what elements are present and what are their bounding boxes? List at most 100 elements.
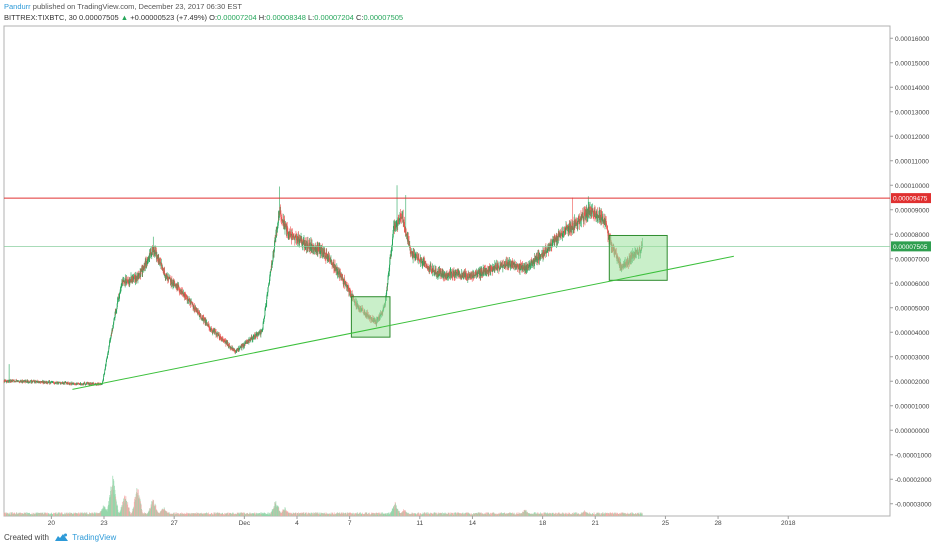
candle-body bbox=[56, 382, 58, 384]
candle-body bbox=[582, 213, 584, 218]
candle-body bbox=[24, 381, 25, 382]
candle-body bbox=[482, 274, 483, 275]
candle-body bbox=[451, 272, 452, 278]
candle-body bbox=[25, 380, 27, 382]
candle-body bbox=[16, 380, 18, 382]
candle-body bbox=[13, 380, 15, 381]
candle-body bbox=[521, 265, 522, 268]
candle-body bbox=[323, 252, 325, 254]
candle-body bbox=[252, 336, 254, 338]
candle-body bbox=[492, 266, 494, 269]
change-text: +0.00000523 (+7.49%) bbox=[130, 13, 208, 22]
candle-body bbox=[193, 306, 195, 309]
candle-body bbox=[75, 383, 77, 385]
candle-body bbox=[95, 383, 97, 384]
candle-body bbox=[543, 252, 545, 256]
candle-body bbox=[7, 381, 8, 383]
candle-body bbox=[85, 384, 87, 385]
candle-body bbox=[456, 271, 458, 273]
candle-body bbox=[118, 297, 119, 299]
candle-body bbox=[328, 257, 330, 259]
candle-body bbox=[20, 381, 22, 382]
candle-body bbox=[271, 263, 273, 265]
candle-body bbox=[558, 233, 560, 235]
candle-body bbox=[145, 260, 146, 263]
candle-body bbox=[274, 240, 276, 246]
candle-body bbox=[344, 284, 346, 286]
candle-body bbox=[299, 239, 301, 241]
candle-body bbox=[334, 264, 335, 270]
candle-body bbox=[222, 338, 223, 340]
candle-body bbox=[40, 381, 42, 383]
candle-body bbox=[560, 229, 562, 238]
candle-body bbox=[390, 258, 391, 259]
candle-body bbox=[349, 290, 351, 293]
candle-body bbox=[209, 329, 211, 331]
candle-body bbox=[407, 234, 408, 243]
candle-body bbox=[393, 224, 395, 226]
candle-body bbox=[52, 381, 54, 383]
candle-body bbox=[291, 233, 293, 237]
candle-body bbox=[134, 276, 135, 280]
candle-body bbox=[87, 382, 88, 384]
candle-body bbox=[336, 267, 337, 271]
candle-body bbox=[238, 348, 239, 350]
candle-body bbox=[443, 273, 445, 277]
candle-body bbox=[21, 380, 22, 382]
candle-body bbox=[278, 215, 280, 218]
candle-body bbox=[544, 252, 545, 254]
candle-body bbox=[498, 268, 500, 270]
candle-body bbox=[110, 334, 112, 339]
candle-body bbox=[75, 384, 76, 385]
candle-body bbox=[493, 268, 494, 270]
candle-body bbox=[51, 381, 53, 383]
candle-body bbox=[280, 210, 281, 215]
candle-body bbox=[282, 221, 284, 225]
candle-body bbox=[510, 264, 511, 266]
candle-body bbox=[580, 216, 582, 221]
candle-body bbox=[286, 227, 288, 232]
volume-bar bbox=[486, 512, 488, 516]
candle-body bbox=[106, 358, 108, 359]
candle-body bbox=[420, 258, 422, 259]
low-value: 0.00007204 bbox=[314, 13, 354, 22]
candle-body bbox=[129, 281, 130, 283]
candle-body bbox=[146, 261, 148, 265]
candle-body bbox=[464, 272, 466, 278]
candle-body bbox=[6, 381, 7, 383]
candle-body bbox=[402, 216, 404, 223]
candle-body bbox=[552, 240, 554, 243]
volume-bar bbox=[350, 512, 352, 516]
candle-body bbox=[165, 275, 167, 276]
candle-body bbox=[526, 265, 528, 268]
candle-body bbox=[50, 382, 52, 383]
author-link[interactable]: Pandurr bbox=[4, 2, 31, 11]
candle-body bbox=[228, 344, 230, 347]
candle-body bbox=[126, 280, 128, 282]
candle-body bbox=[148, 257, 150, 258]
candle-body bbox=[419, 260, 421, 262]
candle-body bbox=[416, 254, 417, 255]
candle-body bbox=[320, 252, 321, 254]
volume-bar bbox=[311, 512, 313, 516]
candle-body bbox=[40, 382, 42, 384]
candle-body bbox=[485, 271, 487, 274]
candle-body bbox=[425, 262, 427, 264]
candle-body bbox=[459, 273, 460, 277]
candle-body bbox=[498, 266, 499, 269]
candle-body bbox=[270, 271, 271, 276]
candle-body bbox=[60, 382, 62, 384]
candle-body bbox=[563, 230, 565, 232]
candle-body bbox=[564, 233, 566, 234]
candle-body bbox=[106, 357, 108, 359]
candle-body bbox=[9, 380, 11, 381]
volume-bar bbox=[450, 512, 452, 516]
volume-bar bbox=[259, 513, 261, 516]
candle-body bbox=[192, 304, 194, 308]
candle-body bbox=[327, 258, 329, 259]
candle-body bbox=[128, 281, 130, 283]
candle-body bbox=[388, 271, 390, 272]
candle-body bbox=[549, 243, 550, 246]
candle-body bbox=[81, 383, 83, 385]
